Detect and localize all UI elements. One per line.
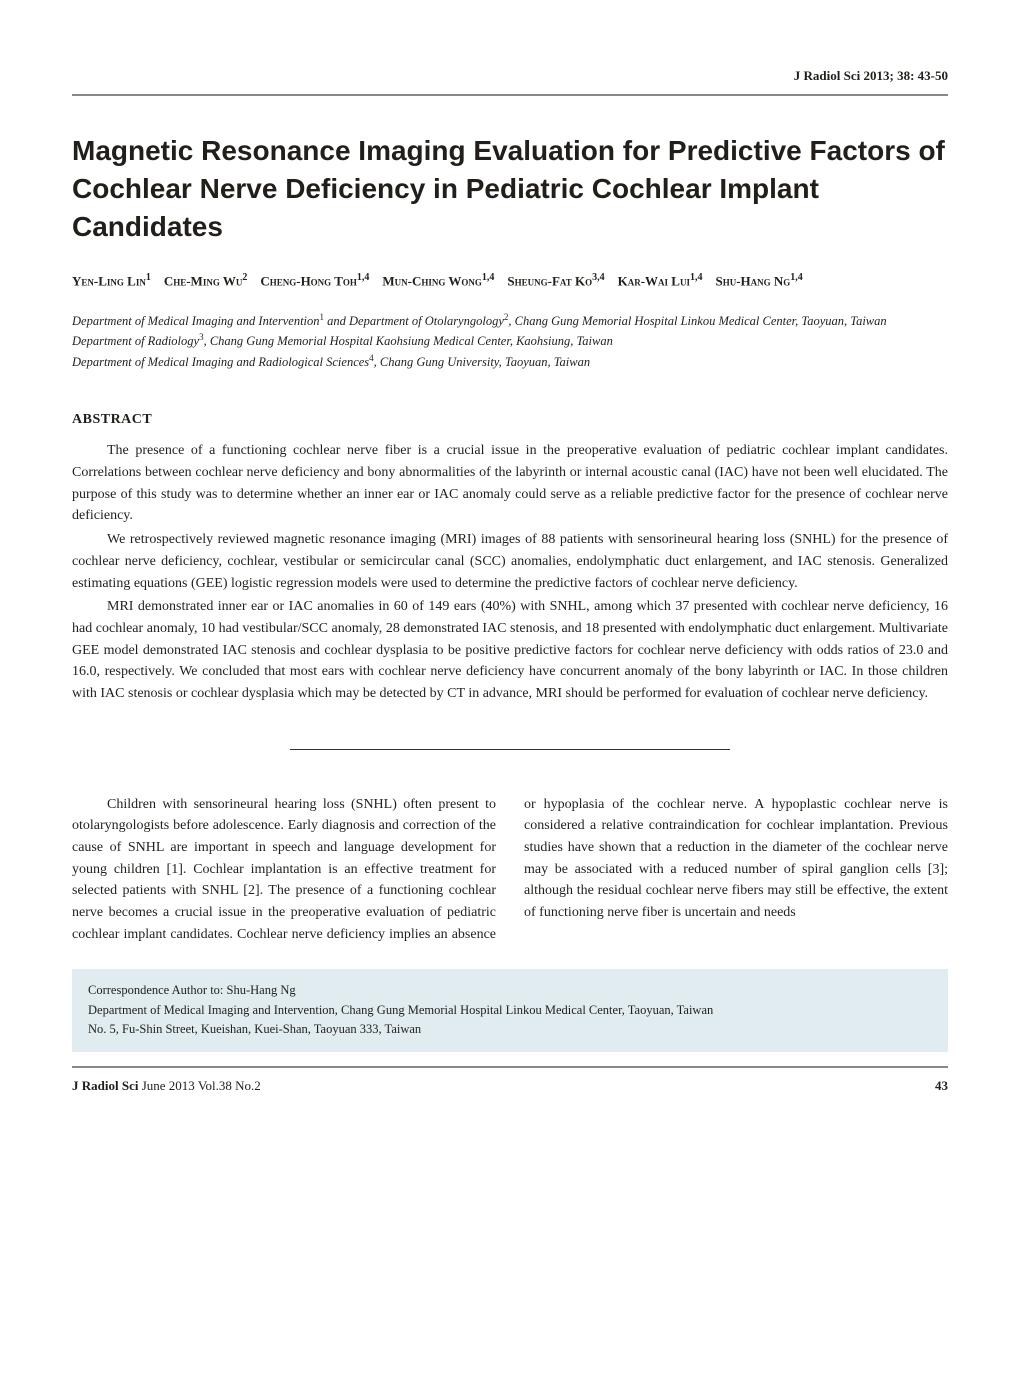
- footer-journal: J Radiol Sci June 2013 Vol.38 No.2: [72, 1078, 261, 1094]
- abstract-paragraph: We retrospectively reviewed magnetic res…: [72, 529, 948, 594]
- author-list: Yen-Ling Lin1 Che-Ming Wu2 Cheng-Hong To…: [72, 269, 948, 292]
- footer-issue: June 2013 Vol.38 No.2: [138, 1078, 260, 1093]
- affiliation-line: Department of Medical Imaging and Interv…: [72, 311, 948, 332]
- abstract-rule: [290, 749, 730, 750]
- page-footer: J Radiol Sci June 2013 Vol.38 No.2 43: [72, 1078, 948, 1094]
- bottom-rule: [72, 1066, 948, 1068]
- correspondence-line: Correspondence Author to: Shu-Hang Ng: [88, 981, 932, 1000]
- affiliations: Department of Medical Imaging and Interv…: [72, 311, 948, 373]
- article-title: Magnetic Resonance Imaging Evaluation fo…: [72, 132, 948, 245]
- footer-page-number: 43: [935, 1078, 948, 1094]
- abstract-body: The presence of a functioning cochlear n…: [72, 440, 948, 704]
- correspondence-line: Department of Medical Imaging and Interv…: [88, 1001, 932, 1020]
- footer-journal-name: J Radiol Sci: [72, 1078, 138, 1093]
- abstract-paragraph: The presence of a functioning cochlear n…: [72, 440, 948, 527]
- body-columns: Children with sensorineural hearing loss…: [72, 794, 948, 946]
- affiliation-line: Department of Medical Imaging and Radiol…: [72, 352, 948, 373]
- affiliation-line: Department of Radiology3, Chang Gung Mem…: [72, 331, 948, 352]
- journal-header: J Radiol Sci 2013; 38: 43-50: [72, 68, 948, 84]
- top-rule: [72, 94, 948, 96]
- abstract-heading: ABSTRACT: [72, 412, 948, 428]
- body-paragraph: Children with sensorineural hearing loss…: [72, 794, 948, 946]
- correspondence-line: No. 5, Fu-Shin Street, Kueishan, Kuei-Sh…: [88, 1020, 932, 1039]
- abstract-paragraph: MRI demonstrated inner ear or IAC anomal…: [72, 596, 948, 704]
- correspondence-box: Correspondence Author to: Shu-Hang Ng De…: [72, 969, 948, 1051]
